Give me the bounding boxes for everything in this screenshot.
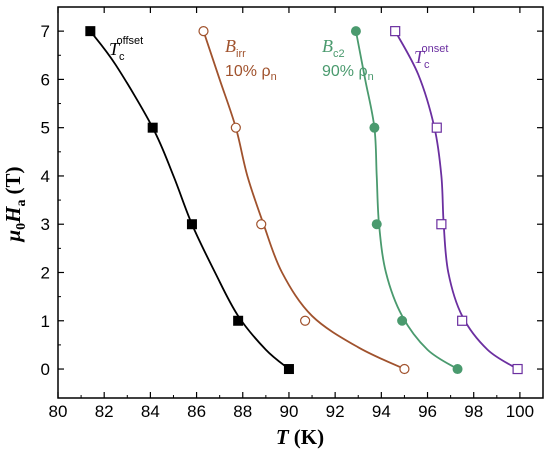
b-irr-label: Birr <box>225 36 246 60</box>
b-c2-label-sym: B <box>322 36 333 56</box>
x-tick-label: 82 <box>95 402 114 421</box>
x-tick-label: 100 <box>506 402 534 421</box>
y-tick-label: 5 <box>41 119 50 138</box>
y-axis-sub2: a <box>14 199 29 206</box>
b-irr-label-extra-text: 10% ρ <box>225 63 271 80</box>
tc-onset-label: Tc onset <box>414 43 448 71</box>
tc-offset-label-sub: c <box>119 51 125 63</box>
b-c2-point <box>371 219 382 230</box>
tc-offset-point <box>147 122 158 133</box>
tc-onset-point <box>390 26 401 37</box>
tc-onset-point <box>512 363 523 375</box>
y-axis-unit: (T) <box>1 166 25 194</box>
y-axis-var2: H <box>1 206 25 224</box>
b-irr-point <box>399 363 410 375</box>
b-irr-point <box>198 26 209 37</box>
tc-onset-point <box>436 219 447 230</box>
b-irr-point <box>256 219 267 230</box>
x-axis-var: T <box>276 425 290 449</box>
y-axis-sub1: 0 <box>14 223 29 230</box>
x-axis-unit: (K) <box>294 425 324 449</box>
tc-onset-label-sub: c <box>424 59 430 71</box>
y-tick-label: 3 <box>41 215 50 234</box>
tc-offset-label: Tc offset <box>109 35 143 63</box>
tc-offset-label-sup: offset <box>117 35 144 47</box>
b-c2-label-extra-sub: n <box>368 71 374 83</box>
b-c2-label-extra: 90% ρn <box>322 63 374 83</box>
tc-onset-point <box>431 122 442 133</box>
b-c2-label-sub: c2 <box>333 48 345 60</box>
x-tick-label: 90 <box>279 402 298 421</box>
tc-offset-point <box>85 26 96 37</box>
y-axis-var1: μ <box>1 230 25 243</box>
x-tick-label: 88 <box>233 402 252 421</box>
b-c2-point <box>397 315 408 326</box>
y-tick-label: 6 <box>41 70 50 89</box>
y-axis-title: μ0Ha (T) <box>1 166 29 242</box>
b-irr-point <box>300 315 311 326</box>
plot-area <box>57 6 544 399</box>
b-irr-label-sym: B <box>225 36 236 56</box>
plot-border <box>57 6 544 399</box>
y-tick-label: 7 <box>41 22 50 41</box>
tc-onset-label-sym: T <box>414 47 426 67</box>
x-tick-label: 86 <box>187 402 206 421</box>
tc-offset-point <box>233 315 244 326</box>
b-c2-point <box>350 26 361 37</box>
y-tick-label: 0 <box>41 360 50 379</box>
series-markers <box>85 26 523 375</box>
tc-offset-point <box>283 364 294 375</box>
b-irr-label-extra: 10% ρn <box>225 63 277 83</box>
b-irr-point <box>230 122 241 133</box>
b-c2-label-extra-text: 90% ρ <box>322 63 368 80</box>
y-tick-label: 4 <box>41 167 50 186</box>
y-tick-label: 2 <box>41 263 50 282</box>
b-c2-label: Bc2 <box>322 36 345 60</box>
b-c2-point <box>452 364 463 375</box>
x-tick-label: 98 <box>464 402 483 421</box>
x-tick-label: 80 <box>49 402 68 421</box>
tc-onset-curve <box>394 30 519 370</box>
tc-offset-curve <box>89 30 290 370</box>
axis-ticks: 80 82 84 86 88 90 92 94 96 98 100 0 1 2 3 4 5 6 7 <box>41 7 543 421</box>
b-irr-label-sub: irr <box>236 48 246 60</box>
b-c2-point <box>369 122 380 133</box>
tc-onset-label-sup: onset <box>422 43 449 55</box>
x-tick-label: 84 <box>141 402 160 421</box>
b-irr-label-extra-sub: n <box>271 71 277 83</box>
x-axis-title: T (K) <box>276 425 324 449</box>
y-tick-label: 1 <box>41 312 50 331</box>
tc-offset-label-sym: T <box>109 39 121 59</box>
tc-offset-point <box>186 219 197 230</box>
x-tick-label: 96 <box>418 402 437 421</box>
x-tick-label: 94 <box>372 402 391 421</box>
x-tick-label: 92 <box>326 402 345 421</box>
tc-onset-point <box>457 315 468 326</box>
